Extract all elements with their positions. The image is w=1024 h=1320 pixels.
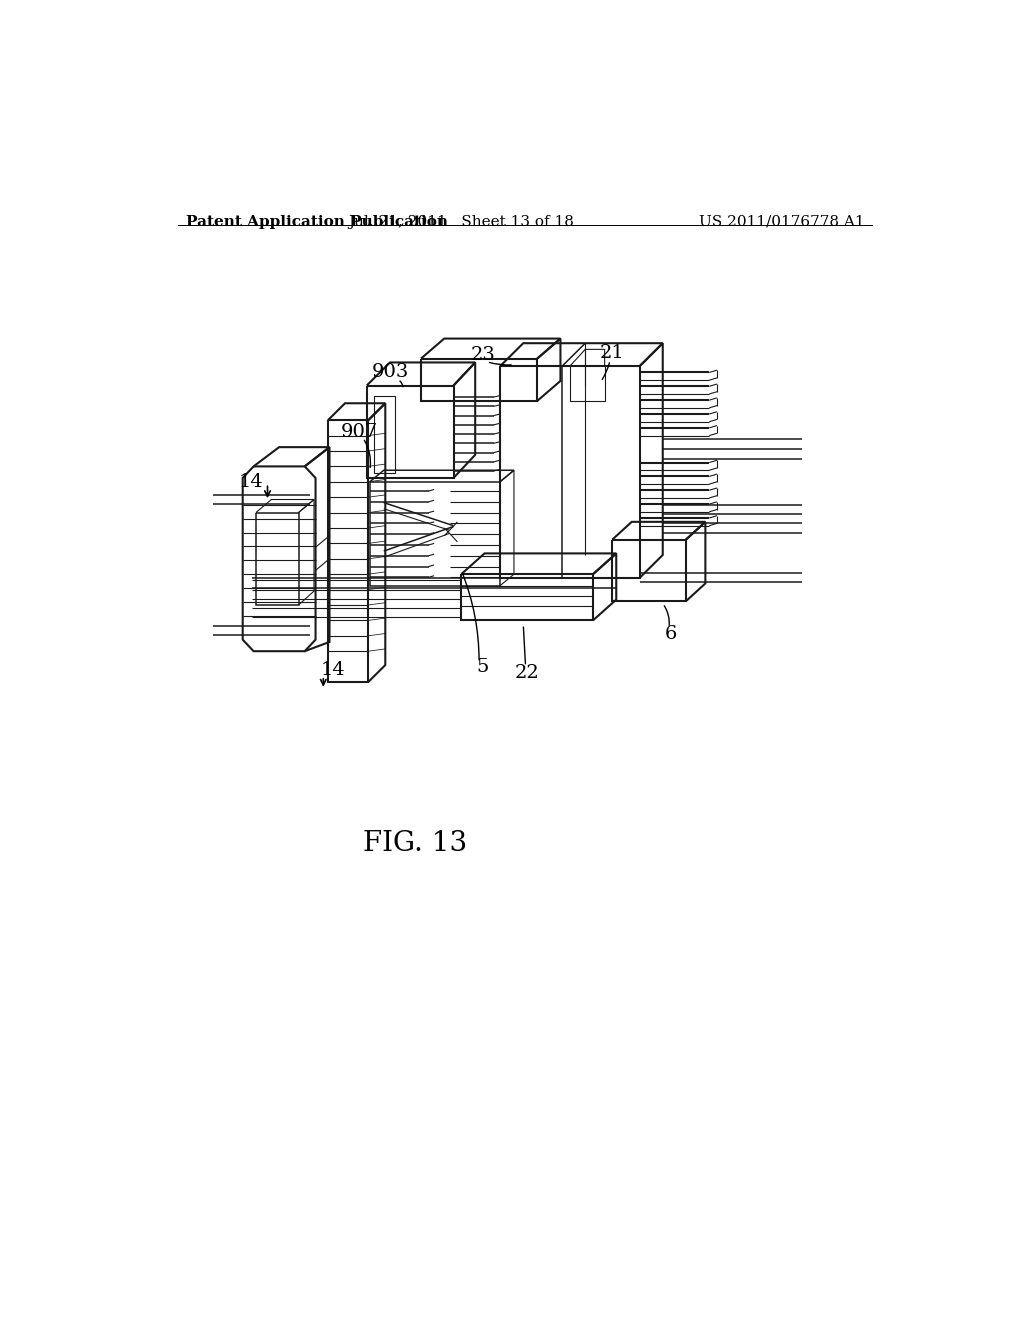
- Text: Patent Application Publication: Patent Application Publication: [186, 215, 449, 228]
- Text: 903: 903: [372, 363, 409, 381]
- Text: 22: 22: [515, 664, 540, 681]
- Text: 21: 21: [600, 345, 625, 362]
- Text: Jul. 21, 2011   Sheet 13 of 18: Jul. 21, 2011 Sheet 13 of 18: [348, 215, 574, 228]
- Text: FIG. 13: FIG. 13: [362, 830, 467, 857]
- Text: US 2011/0176778 A1: US 2011/0176778 A1: [698, 215, 864, 228]
- Text: 907: 907: [340, 422, 378, 441]
- Text: 14: 14: [239, 473, 263, 491]
- Text: 23: 23: [470, 346, 496, 364]
- Text: 5: 5: [477, 657, 489, 676]
- Text: 6: 6: [665, 626, 677, 643]
- Text: 14: 14: [321, 661, 345, 680]
